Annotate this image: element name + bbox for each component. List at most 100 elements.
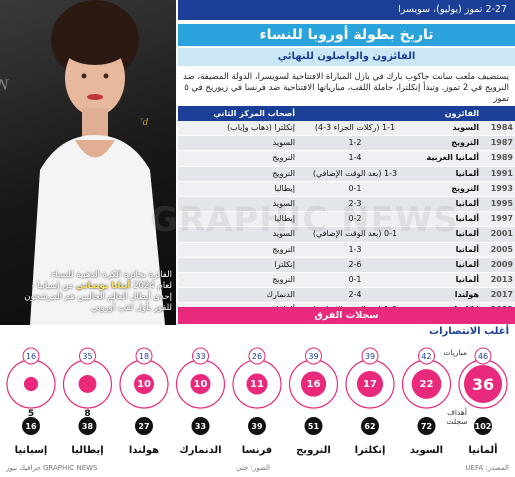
team-stat-group: 16 5 16 إسبانيا — [6, 347, 56, 456]
wins-value: 17 — [363, 379, 377, 390]
final-score: 1-1 (ركلات الجزاء 3-4) — [314, 123, 396, 132]
final-winner: ألمانيا — [455, 198, 479, 208]
table-row: 1987 النرويج 1-2 السويد — [178, 136, 515, 152]
final-year: 1995 — [490, 198, 513, 208]
final-score: 1-3 — [348, 244, 362, 254]
matches-value: 35 — [82, 352, 92, 361]
team-name: السويد — [410, 445, 443, 456]
table-row: 1997 ألمانيا 0-2 إيطاليا — [178, 212, 515, 228]
final-year: 1989 — [490, 153, 513, 163]
matches-value: 39 — [365, 352, 375, 361]
table-body: 1984 السويد 1-1 (ركلات الجزاء 3-4) إنكلترا … — [178, 121, 515, 319]
wins-value: 10 — [194, 379, 208, 390]
table-header: الفائزون أصحاب المركز الثاني — [178, 106, 515, 121]
team-stats: أغلب الانتصارات 46 36 102 ألمانيا 42 22 72 السو… — [0, 326, 515, 462]
final-runner-up: إيطاليا — [274, 183, 295, 193]
matches-value: 42 — [421, 352, 431, 361]
team-name: فرنسا — [242, 445, 272, 456]
goals-value: 39 — [251, 422, 263, 431]
wins-bubble — [411, 369, 442, 399]
team-stat-group: 18 10 27 هولندا — [119, 347, 169, 456]
intro-text: يستضيف ملعب سانت جاكوب بارك في بازل المب… — [182, 72, 509, 104]
matches-value: 26 — [252, 352, 262, 361]
final-winner: السويد — [452, 123, 479, 132]
matches-value: 39 — [308, 352, 318, 361]
final-score: 0-2 — [348, 214, 362, 224]
final-score: 0-1 — [348, 274, 362, 284]
final-winner: هولندا — [454, 290, 479, 300]
goals-bubble — [191, 417, 210, 435]
table-row: 1984 السويد 1-1 (ركلات الجزاء 3-4) إنكلترا … — [178, 121, 515, 137]
svg-text:d': d' — [140, 116, 148, 128]
final-score: 2-6 — [348, 259, 362, 269]
final-score: 2-4 — [348, 290, 362, 300]
final-winner: النرويج — [451, 183, 479, 193]
final-score: 0-1 (بعد الوقت الإضافي) — [312, 229, 398, 239]
goals-bubble — [361, 417, 379, 435]
matches-value: 33 — [195, 352, 205, 361]
final-winner: النرويج — [451, 138, 479, 148]
final-runner-up: النرويج — [272, 168, 295, 178]
final-winner: ألمانيا — [455, 168, 479, 178]
final-year: 1993 — [490, 183, 513, 193]
wins-value: 22 — [420, 379, 434, 390]
section-subtitle: الفائزون والواصلون للنهائي — [178, 48, 515, 66]
caption-line3: إحدى أبطال العالم الحاليين هم المرشحون — [24, 292, 172, 302]
table-row: 1989 ألمانيا الغربية 1-4 النرويج — [178, 151, 515, 167]
wins-bubble — [300, 371, 327, 397]
team-name: الدنمارك — [179, 445, 221, 456]
matches-bubble — [474, 347, 492, 365]
goals-value: 62 — [364, 422, 375, 431]
team-stat-group: 39 17 62 إنكلترا — [345, 347, 395, 456]
team-name: هولندا — [129, 445, 159, 456]
team-stat-group: 42 22 72 السويد — [401, 347, 452, 456]
team-stat-group: 46 36 102 ألمانيا — [458, 347, 508, 456]
goals-bubble — [304, 417, 323, 435]
page-title: تاريخ بطولة أوروبا للنساء — [178, 24, 515, 46]
final-year: 1984 — [490, 123, 513, 132]
caption-line1: الفائزة بجائزة الكرة الذهبية للنساء — [51, 270, 172, 280]
goals-bubble — [135, 417, 153, 435]
final-score: 1-3 (بعد الوقت الإضافي) — [312, 168, 398, 178]
wins-bubble — [190, 373, 211, 395]
final-winner: ألمانيا — [455, 229, 479, 239]
svg-text:EN: EN — [0, 77, 9, 94]
wins-bubble — [133, 373, 155, 395]
final-runner-up: السويد — [272, 198, 295, 208]
caption-line4: للفوز بأول لقب أوروبي — [91, 303, 172, 313]
team-stat-group: 26 11 39 فرنسا — [232, 347, 282, 456]
date-banner: 2-27 تموز (يوليو)، سويسرا — [178, 0, 515, 20]
goals-value: 38 — [82, 422, 94, 431]
header-winners: الفائزون — [444, 109, 479, 118]
team-name: إنكلترا — [355, 445, 386, 456]
goals-bubble — [474, 417, 492, 435]
wins-value: 8 — [84, 409, 90, 419]
wins-value: 5 — [28, 409, 34, 419]
final-runner-up: السويد — [272, 138, 295, 148]
wins-bubble — [78, 375, 97, 393]
final-score: 2-3 — [348, 198, 362, 208]
final-year: 1991 — [490, 168, 513, 178]
wins-bubble — [356, 370, 384, 398]
matches-bubble — [305, 347, 322, 365]
final-winner: ألمانيا — [455, 214, 479, 224]
matches-bubble — [248, 347, 266, 365]
wins-bubble — [246, 373, 268, 395]
team-name: إيطاليا — [71, 445, 103, 456]
caption-player-name: أيتانا بونماتي — [75, 281, 131, 291]
goals-value: 72 — [421, 422, 432, 431]
final-year: 1987 — [490, 138, 513, 148]
final-runner-up: النرويج — [272, 274, 295, 284]
matches-bubble — [192, 347, 209, 365]
matches-value: 46 — [478, 352, 488, 361]
team-records-banner: سجلات الفرق — [178, 307, 515, 324]
team-stat-group: 35 8 38 إيطاليا — [62, 347, 113, 456]
matches-value: 16 — [26, 352, 36, 361]
matches-bubble — [135, 347, 153, 365]
final-year: 2013 — [490, 274, 513, 284]
team-name: ألمانيا — [468, 443, 497, 456]
final-year: 2017 — [490, 290, 513, 300]
table-row: 1995 ألمانيا 2-3 السويد — [178, 196, 515, 213]
final-winner: ألمانيا — [455, 274, 479, 284]
wins-value: 11 — [250, 379, 264, 390]
